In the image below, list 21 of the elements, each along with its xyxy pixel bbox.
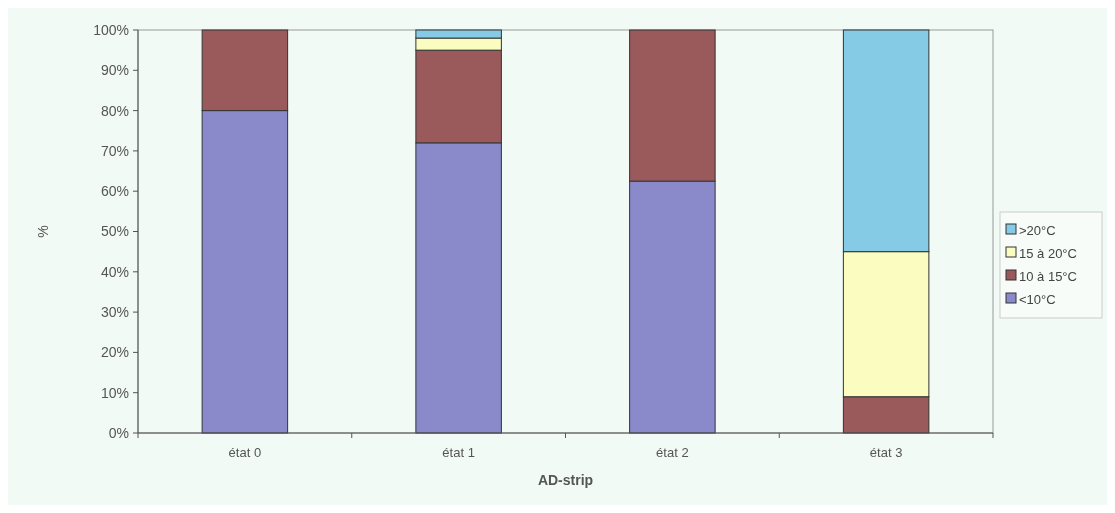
y-tick-label: 80% — [100, 102, 129, 119]
legend-label: <10°C — [1019, 291, 1056, 307]
x-axis-title: AD-strip — [537, 472, 594, 488]
legend-label: >20°C — [1019, 222, 1056, 238]
y-tick-label: 70% — [100, 142, 129, 159]
y-tick-label: 0% — [108, 424, 129, 441]
x-tick-label: état 1 — [442, 445, 475, 460]
y-tick-label: 50% — [100, 223, 129, 240]
y-tick-label: 90% — [100, 62, 129, 79]
x-tick-label: état 3 — [869, 445, 903, 460]
y-axis-title: % — [35, 225, 51, 238]
y-tick-label: 100% — [93, 21, 129, 38]
x-tick-label: état 2 — [656, 445, 689, 460]
y-tick-label: 30% — [100, 304, 129, 320]
legend-label: 10 à 15°C — [1019, 268, 1077, 284]
y-tick-label: 40% — [100, 263, 129, 280]
x-tick-label: état 0 — [228, 445, 262, 460]
legend-label: 15 à 20°C — [1019, 245, 1077, 261]
y-tick-label: 10% — [100, 384, 129, 401]
y-tick-label: 60% — [100, 183, 129, 200]
y-tick-label: 20% — [100, 344, 129, 361]
